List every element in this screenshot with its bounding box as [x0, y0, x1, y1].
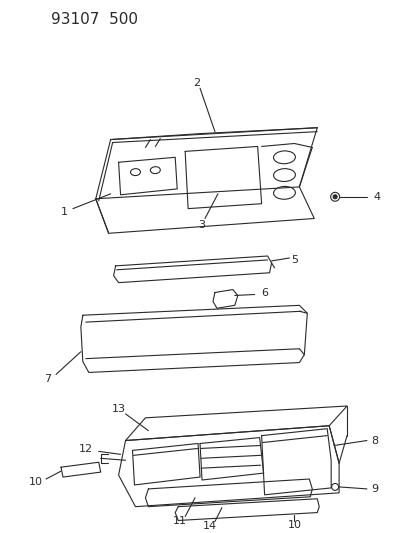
Text: 93107  500: 93107 500 [51, 12, 138, 27]
Text: 6: 6 [261, 288, 268, 298]
Text: 8: 8 [370, 435, 377, 446]
Text: 10: 10 [29, 477, 43, 487]
Text: 2: 2 [193, 78, 200, 88]
Text: 11: 11 [173, 516, 187, 527]
Text: 10: 10 [287, 520, 301, 530]
Text: 3: 3 [198, 221, 205, 230]
Ellipse shape [332, 195, 336, 199]
Text: 1: 1 [60, 207, 67, 216]
Text: 4: 4 [373, 192, 380, 202]
Text: 13: 13 [112, 404, 125, 414]
Text: 14: 14 [202, 521, 216, 531]
Text: 12: 12 [78, 445, 93, 455]
Text: 7: 7 [45, 374, 52, 384]
Text: 5: 5 [290, 255, 297, 265]
Text: 9: 9 [370, 484, 377, 494]
